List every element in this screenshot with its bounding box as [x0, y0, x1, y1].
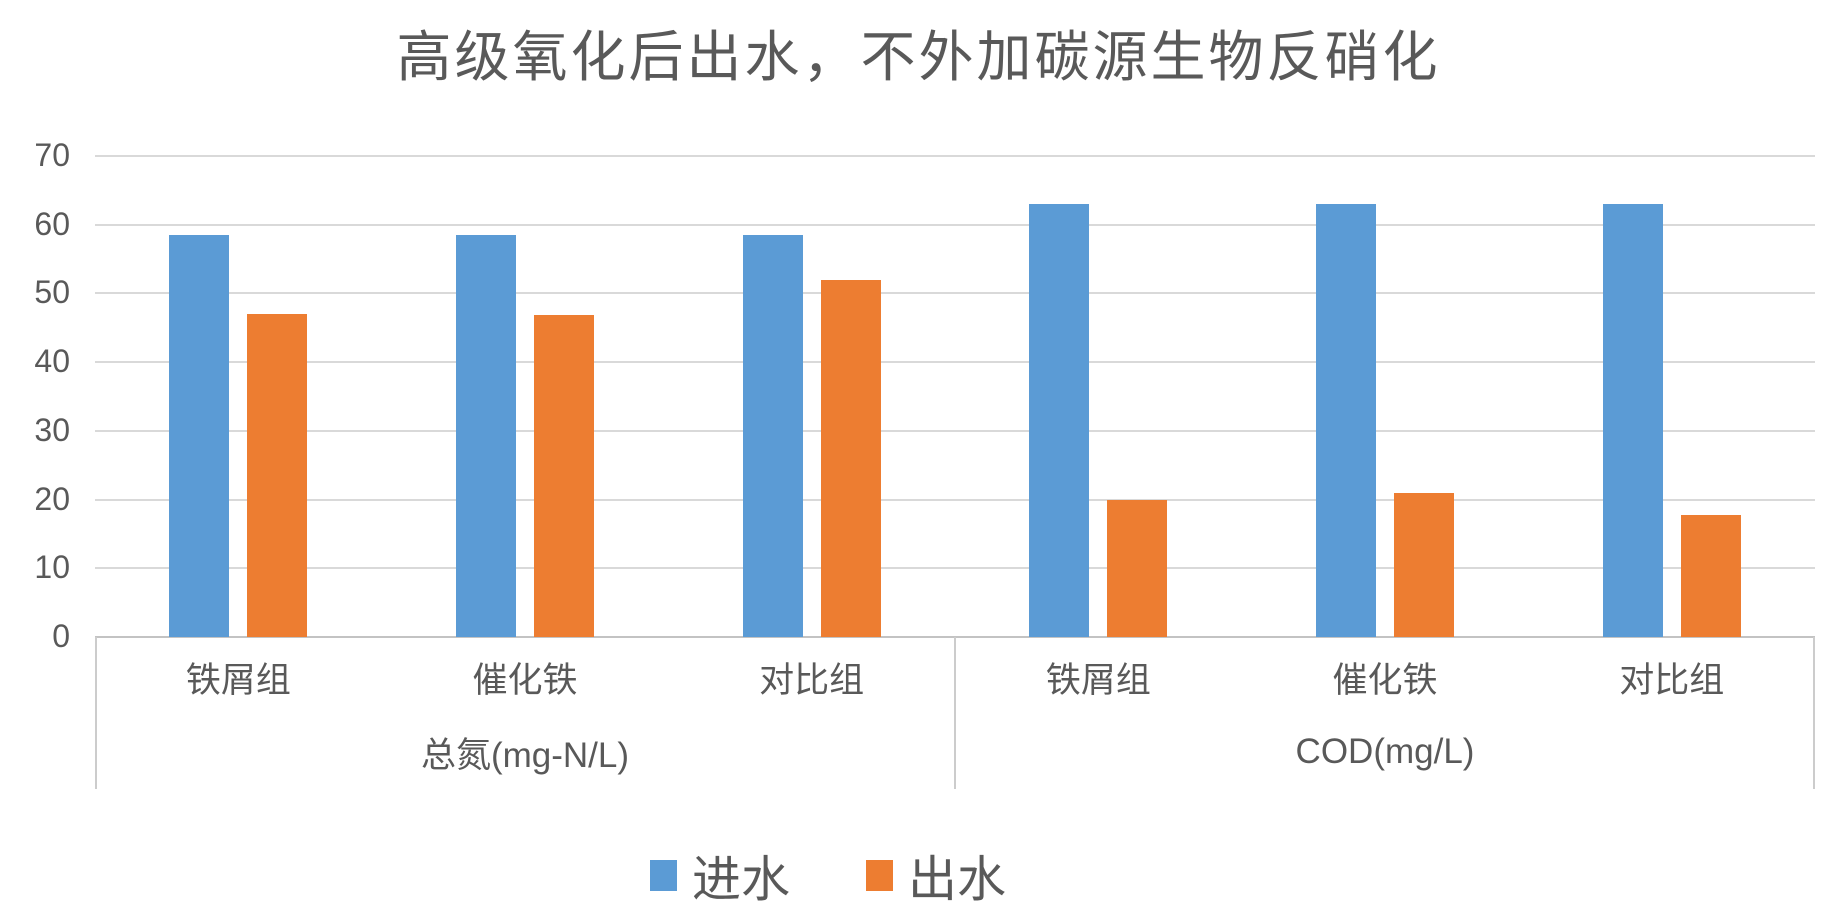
- category-label-铁屑组-1: 铁屑组: [1045, 660, 1151, 700]
- y-tick-label-30: 30: [34, 411, 70, 448]
- y-tick-label-70: 70: [34, 137, 70, 173]
- x-axis-label-area: 铁屑组 催化铁 对比组 铁屑组 催化铁 对比组 总氮(mg-N/L) COD(mg/L): [95, 637, 1815, 789]
- bar-出水-催化铁-总氮(mg-N/L): [534, 315, 594, 637]
- group-label-总氮(mg-N/L): 总氮(mg-N/L): [420, 735, 630, 775]
- y-tick-label-20: 20: [34, 480, 70, 517]
- gridline-y-30: [95, 429, 1815, 432]
- legend-swatch-icon-进水: [650, 860, 677, 891]
- legend-label-进水: 进水: [692, 853, 791, 907]
- category-label-row: 铁屑组 催化铁 对比组 铁屑组 催化铁 对比组: [95, 639, 1815, 715]
- gridline-y-20: [95, 498, 1815, 501]
- y-tick-label-60: 60: [34, 205, 70, 242]
- group-label-row: 总氮(mg-N/L) COD(mg/L): [95, 715, 1815, 789]
- legend-item-出水: 出水: [866, 840, 1006, 911]
- group-label-COD(mg/L): COD(mg/L): [1295, 732, 1475, 771]
- gridline-y-60: [95, 223, 1815, 226]
- bar-出水-对比组-总氮(mg-N/L): [820, 279, 881, 637]
- bar-进水-铁屑组-总氮(mg-N/L): [169, 235, 230, 637]
- category-label-铁屑组-0: 铁屑组: [185, 660, 291, 700]
- gridline-y-70: [95, 155, 1815, 157]
- category-label-催化铁-1: 催化铁: [1332, 660, 1438, 700]
- y-tick-label-10: 10: [34, 549, 70, 586]
- gridline-y-40: [95, 361, 1815, 364]
- label-area-left-border: [95, 637, 97, 789]
- legend-label-出水: 出水: [908, 853, 1007, 907]
- bar-进水-催化铁-总氮(mg-N/L): [456, 235, 516, 637]
- bar-出水-对比组-COD(mg/L): [1680, 514, 1741, 637]
- chart-title: 高级氧化后出水，不外加碳源生物反硝化: [396, 26, 1441, 88]
- y-tick-label-50: 50: [34, 274, 70, 311]
- legend-swatch-icon-出水: [866, 860, 894, 891]
- chart-legend: 进水 出水: [650, 840, 1006, 911]
- group-divider-line: [954, 637, 956, 789]
- gridline-y-50: [95, 292, 1815, 295]
- category-label-对比组-1: 对比组: [1619, 660, 1725, 700]
- plot-area: [95, 155, 1815, 638]
- bar-进水-对比组-总氮(mg-N/L): [742, 235, 803, 637]
- category-label-对比组-0: 对比组: [759, 660, 865, 700]
- category-label-催化铁-0: 催化铁: [472, 660, 578, 700]
- legend-item-进水: 进水: [650, 840, 790, 911]
- bar-出水-铁屑组-总氮(mg-N/L): [247, 314, 308, 637]
- bar-进水-铁屑组-COD(mg/L): [1029, 204, 1090, 637]
- label-area-right-border: [1813, 637, 1815, 789]
- bar-进水-对比组-COD(mg/L): [1602, 204, 1663, 637]
- y-tick-label-0: 0: [52, 618, 70, 654]
- bar-出水-催化铁-COD(mg/L): [1394, 492, 1454, 637]
- gridline-y-10: [95, 567, 1815, 570]
- y-tick-label-40: 40: [34, 343, 70, 380]
- bar-出水-铁屑组-COD(mg/L): [1107, 499, 1168, 637]
- bar-进水-催化铁-COD(mg/L): [1316, 204, 1376, 637]
